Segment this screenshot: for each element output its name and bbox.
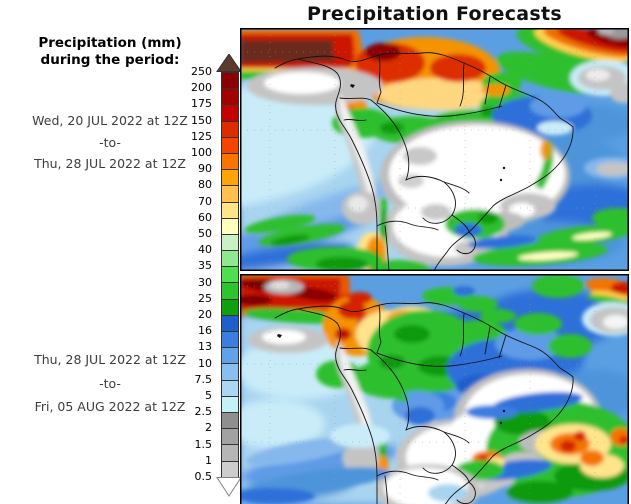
colorbar-segment: [222, 461, 238, 478]
island-marks-bottom: [277, 334, 506, 425]
precip-blobs-top: [240, 28, 629, 271]
colorbar-tick-label: 10: [198, 356, 212, 370]
colorbar-labels: 250 200 175 150 125 100 90 80 70 60 50 40 35 30 25 20 16…: [174, 65, 214, 492]
island-marks-top: [350, 84, 506, 182]
colorbar-overflow-triangle: [216, 54, 242, 72]
colorbar-tick-label: 0.5: [194, 470, 213, 483]
colorbar-segment: [222, 234, 238, 252]
colorbar-tick-label: 2: [205, 421, 212, 435]
legend-heading-line1: Precipitation (mm): [38, 35, 182, 51]
colorbar-segment: [222, 348, 238, 365]
colorbar-tick-label: 13: [198, 340, 212, 354]
map-frame-bottom: [240, 274, 629, 504]
colorbar-segment: [222, 251, 238, 268]
colorbar-segment: [222, 332, 238, 349]
colorbar-segments: [221, 72, 239, 479]
colorbar-segment: [222, 73, 238, 90]
colorbar-segment: [222, 412, 238, 430]
colorbar-segment: [222, 315, 238, 332]
colorbar-tick-label: 5: [205, 389, 212, 402]
period-end: Thu, 28 JUL 2022 at 12Z: [34, 156, 186, 171]
colorbar-segment: [222, 396, 238, 413]
colorbar-segment: [222, 429, 238, 446]
map-frame-top: [240, 28, 629, 271]
legend-heading-line2: during the period:: [40, 52, 180, 68]
colorbar-tick-label: 175: [191, 97, 212, 111]
colorbar-tick-label: 80: [198, 178, 212, 192]
colorbar-segment: [222, 186, 238, 203]
colorbar-segment: [222, 364, 238, 381]
period-separator: -to-: [99, 375, 121, 391]
colorbar-tick-label: 1: [205, 453, 212, 467]
colorbar-tick-label: 50: [198, 227, 212, 240]
colorbar-tick-label: 125: [191, 129, 212, 143]
period-start: Thu, 28 JUL 2022 at 12Z: [34, 352, 186, 367]
colorbar-tick-label: 60: [198, 210, 212, 224]
legend-heading: Precipitation (mm) during the period:: [10, 35, 210, 69]
colorbar-segment: [222, 105, 238, 122]
colorbar-segment: [222, 153, 238, 171]
period-end: Fri, 05 AUG 2022 at 12Z: [34, 399, 186, 414]
period-start: Wed, 20 JUL 2022 at 12Z: [32, 113, 188, 128]
colorbar-segment: [222, 267, 238, 284]
forecast-map-bottom: [240, 274, 629, 504]
colorbar-tick-label: 35: [198, 259, 212, 273]
colorbar-segment: [222, 283, 238, 300]
colorbar-segment: [222, 89, 238, 106]
colorbar-tick-label: 200: [191, 81, 212, 95]
colorbar-segment: [222, 137, 238, 154]
colorbar-tick-label: 40: [198, 243, 212, 257]
colorbar-segment: [222, 299, 238, 316]
colorbar-underflow-triangle: [216, 477, 242, 497]
period-label-bottom: Thu, 28 JUL 2022 at 12Z -to- Fri, 05 AUG…: [10, 348, 210, 419]
page-title: Precipitation Forecasts: [307, 3, 562, 25]
colorbar-tick-label: 16: [198, 324, 212, 338]
colorbar-tick-label: 100: [191, 146, 212, 159]
colorbar-tick-label: 30: [198, 275, 212, 289]
period-separator: -to-: [99, 134, 121, 150]
colorbar-tick-label: 250: [191, 65, 212, 78]
colorbar-tick-label: 150: [191, 113, 212, 127]
colorbar-tick-label: 7.5: [194, 372, 213, 386]
colorbar-tick-label: 1.5: [194, 437, 213, 451]
forecast-map-top: [240, 28, 629, 271]
period-label-top: Wed, 20 JUL 2022 at 12Z -to- Thu, 28 JUL…: [10, 110, 210, 175]
colorbar-tick-label: 2.5: [194, 405, 213, 419]
colorbar-segment: [222, 121, 238, 138]
colorbar-segment: [222, 445, 238, 462]
colorbar-tick-label: 90: [198, 162, 212, 176]
colorbar-tick-label: 70: [198, 194, 212, 208]
colorbar-segment: [222, 202, 238, 219]
colorbar-tick-label: 20: [198, 308, 212, 321]
colorbar-segment: [222, 170, 238, 187]
colorbar-tick-label: 25: [198, 291, 212, 305]
colorbar-segment: [222, 218, 238, 235]
colorbar-segment: [222, 380, 238, 397]
precip-blobs-bottom: [240, 274, 629, 504]
